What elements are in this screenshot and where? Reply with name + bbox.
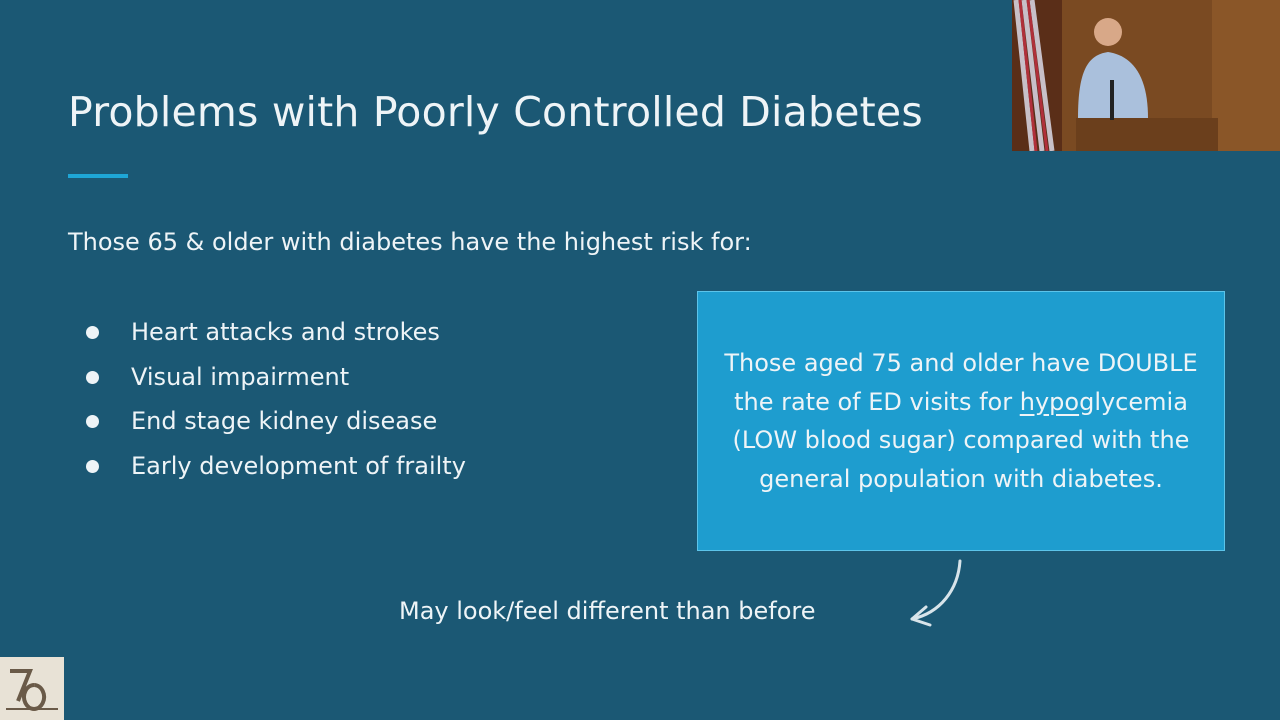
bullet-item: End stage kidney disease bbox=[80, 403, 466, 448]
slide-title: Problems with Poorly Controlled Diabetes bbox=[68, 88, 923, 136]
bullet-list: Heart attacks and strokes Visual impairme… bbox=[80, 314, 466, 492]
logo bbox=[0, 657, 64, 720]
callout-text-part: glycemia (LOW blood sugar) compared with… bbox=[732, 387, 1190, 493]
callout-box: Those aged 75 and older have DOUBLE the … bbox=[697, 291, 1225, 551]
callout-underlined: hypo bbox=[1019, 387, 1080, 416]
speaker-video bbox=[1012, 0, 1280, 151]
intro-text: Those 65 & older with diabetes have the … bbox=[68, 228, 752, 256]
bullet-item: Early development of frailty bbox=[80, 448, 466, 493]
title-accent bbox=[68, 174, 128, 178]
callout-text-part: Those aged 75 and older have DOUBLE the … bbox=[724, 349, 1198, 416]
bullet-item: Visual impairment bbox=[80, 359, 466, 404]
arrow bbox=[910, 559, 962, 627]
bullet-item: Heart attacks and strokes bbox=[80, 314, 466, 359]
note-text: May look/feel different than before bbox=[399, 597, 816, 625]
callout-text: Those aged 75 and older have DOUBLE the … bbox=[708, 344, 1214, 498]
